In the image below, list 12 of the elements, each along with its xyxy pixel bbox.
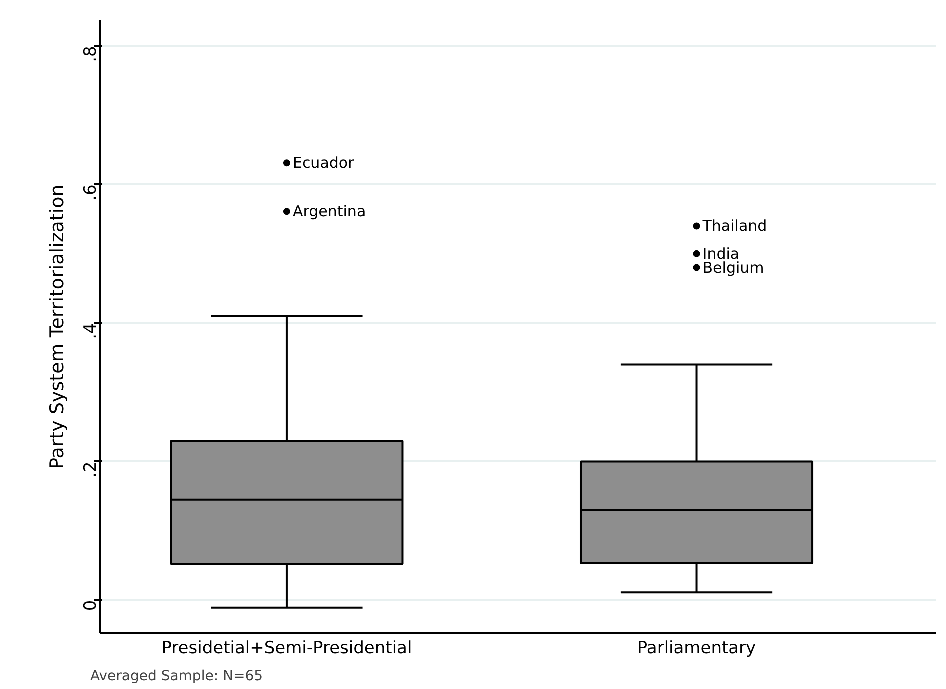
annotation: Argentina: [292, 202, 366, 221]
x-tick-label: Parliamentary: [637, 638, 756, 658]
text: Averaged Sample: N=65: [90, 668, 264, 684]
y-axis-title: Party System Territorialization: [46, 184, 68, 470]
x-tick-label: Presidetial+Semi-Presidential: [162, 638, 412, 658]
annotation: Ecuador: [292, 154, 356, 172]
y-tick-label: .8: [81, 46, 101, 62]
y-tick-label: 0: [81, 600, 101, 612]
y-tick-label: .6: [81, 184, 101, 201]
y-tick-label: .4: [81, 323, 101, 340]
annotation: Thailand: [702, 217, 768, 236]
y-tick-label: .2: [81, 462, 101, 478]
